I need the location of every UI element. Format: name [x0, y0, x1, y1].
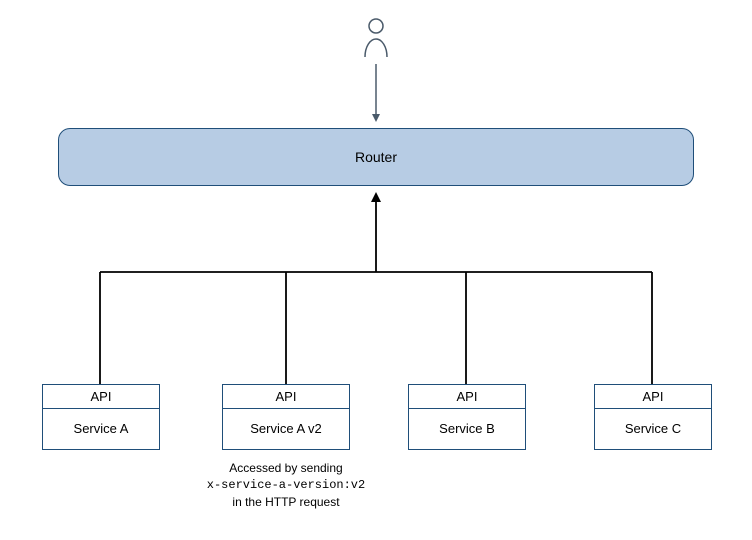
service-name: Service A	[43, 409, 159, 436]
router-label: Router	[355, 149, 397, 165]
service-header: API	[409, 385, 525, 408]
service-header: API	[595, 385, 711, 408]
service-header: API	[223, 385, 349, 408]
annotation-line1: Accessed by sending	[196, 460, 376, 477]
service-name: Service A v2	[223, 409, 349, 436]
service-name: Service B	[409, 409, 525, 436]
service-node: APIService C	[594, 384, 712, 450]
services-connector	[0, 0, 752, 540]
user-icon	[364, 18, 388, 63]
service-name: Service C	[595, 409, 711, 436]
router-node: Router	[58, 128, 694, 186]
annotation-text: Accessed by sending x-service-a-version:…	[196, 460, 376, 510]
annotation-line3: in the HTTP request	[196, 494, 376, 511]
service-node: APIService A v2	[222, 384, 350, 450]
service-node: APIService A	[42, 384, 160, 450]
arrow-user-to-router	[0, 0, 752, 540]
annotation-code: x-service-a-version:v2	[196, 477, 376, 494]
service-node: APIService B	[408, 384, 526, 450]
service-header: API	[43, 385, 159, 408]
